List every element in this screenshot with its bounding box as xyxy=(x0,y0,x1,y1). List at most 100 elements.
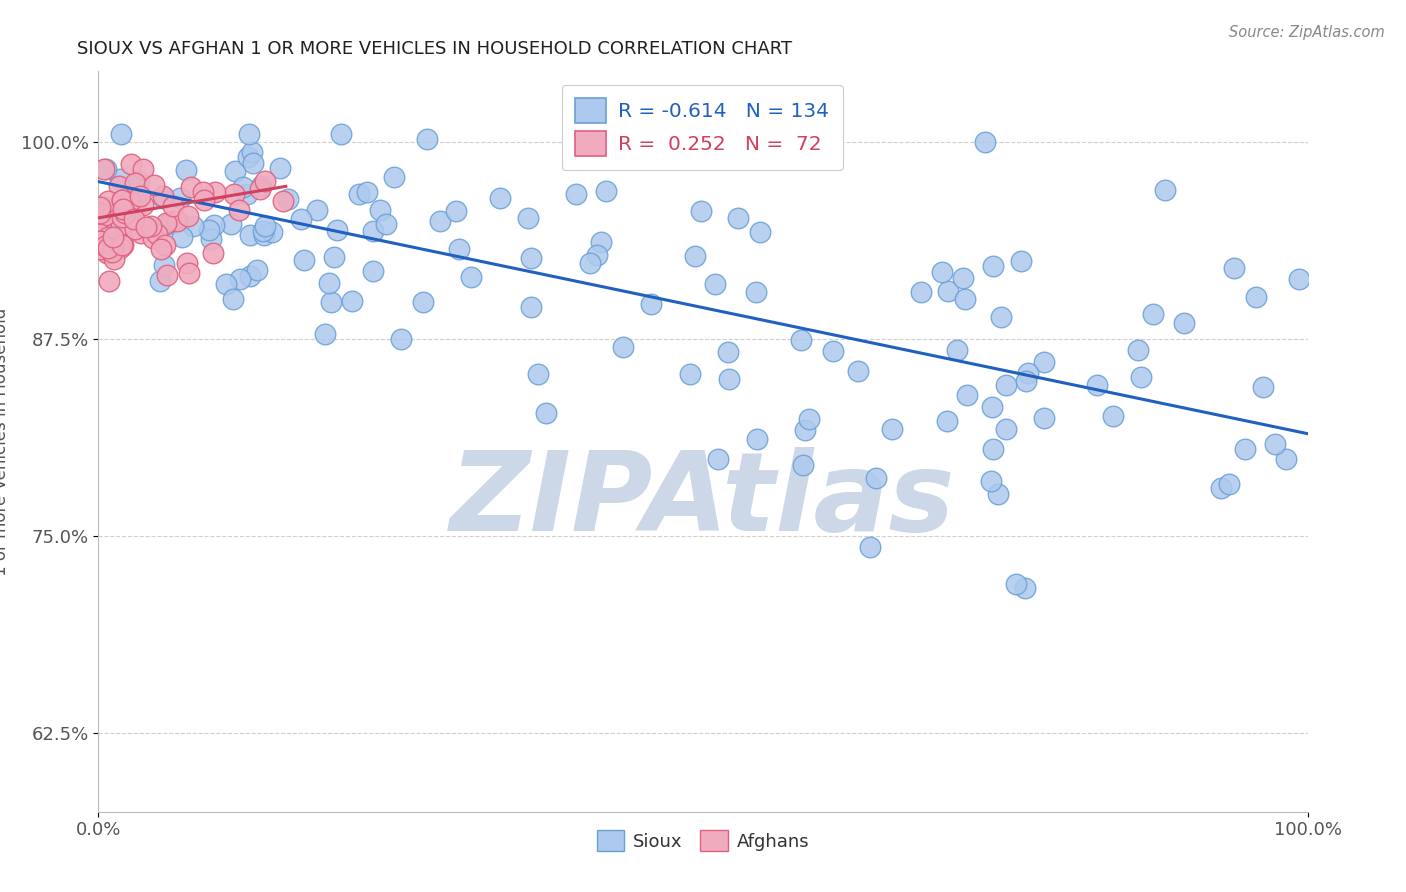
Afghans xyxy=(89,227,111,242)
Afghans xyxy=(89,200,111,214)
Sioux xyxy=(595,184,617,198)
Sioux xyxy=(690,204,713,219)
Sioux xyxy=(382,170,405,185)
Sioux xyxy=(1173,316,1195,330)
Sioux xyxy=(745,432,768,446)
Sioux xyxy=(260,225,283,239)
Afghans xyxy=(222,186,245,201)
Sioux xyxy=(323,250,346,264)
Sioux xyxy=(349,187,371,202)
Sioux xyxy=(520,251,543,265)
Sioux xyxy=(953,292,976,306)
Sioux xyxy=(981,442,1004,456)
Text: SIOUX VS AFGHAN 1 OR MORE VEHICLES IN HOUSEHOLD CORRELATION CHART: SIOUX VS AFGHAN 1 OR MORE VEHICLES IN HO… xyxy=(77,40,793,58)
Afghans xyxy=(97,274,120,288)
Sioux xyxy=(882,422,904,436)
Sioux xyxy=(170,229,193,244)
Sioux xyxy=(236,186,259,201)
Sioux xyxy=(1017,366,1039,380)
Sioux xyxy=(520,300,543,314)
Sioux xyxy=(318,276,340,290)
Afghans xyxy=(125,200,148,214)
Sioux xyxy=(307,203,329,218)
Afghans xyxy=(155,216,177,230)
Sioux xyxy=(239,269,262,284)
Sioux xyxy=(489,191,512,205)
Sioux xyxy=(1209,482,1232,496)
Afghans xyxy=(101,230,124,244)
Sioux xyxy=(149,274,172,288)
Sioux xyxy=(169,190,191,204)
Sioux xyxy=(202,218,225,232)
Afghans xyxy=(100,234,122,248)
Afghans xyxy=(111,202,134,216)
Sioux xyxy=(128,174,150,188)
Afghans xyxy=(135,220,157,235)
Sioux xyxy=(1015,374,1038,388)
Sioux xyxy=(995,377,1018,392)
Legend: Sioux, Afghans: Sioux, Afghans xyxy=(589,823,817,858)
Afghans xyxy=(129,226,152,240)
Afghans xyxy=(120,220,142,235)
Afghans xyxy=(177,267,200,281)
Sioux xyxy=(1154,183,1177,197)
Sioux xyxy=(107,213,129,227)
Sioux xyxy=(250,179,273,194)
Afghans xyxy=(111,194,134,208)
Sioux xyxy=(794,423,817,437)
Sioux xyxy=(319,294,342,309)
Sioux xyxy=(314,326,336,341)
Sioux xyxy=(931,265,953,279)
Afghans xyxy=(166,214,188,228)
Sioux xyxy=(1264,437,1286,451)
Afghans xyxy=(89,234,111,248)
Sioux xyxy=(936,285,959,299)
Sioux xyxy=(183,219,205,233)
Y-axis label: 1 or more Vehicles in Household: 1 or more Vehicles in Household xyxy=(0,308,10,575)
Afghans xyxy=(141,219,163,234)
Sioux xyxy=(253,219,276,234)
Afghans xyxy=(204,186,226,200)
Sioux xyxy=(1101,409,1123,424)
Sioux xyxy=(242,156,264,170)
Sioux xyxy=(585,248,607,262)
Sioux xyxy=(956,388,979,402)
Afghans xyxy=(97,241,120,255)
Sioux xyxy=(429,214,451,228)
Afghans xyxy=(118,194,141,208)
Sioux xyxy=(368,203,391,218)
Sioux xyxy=(717,372,740,386)
Sioux xyxy=(1010,253,1032,268)
Afghans xyxy=(94,239,117,253)
Afghans xyxy=(100,244,122,259)
Sioux xyxy=(94,161,117,176)
Sioux xyxy=(952,270,974,285)
Afghans xyxy=(254,174,277,188)
Sioux xyxy=(153,258,176,272)
Sioux xyxy=(1288,272,1310,286)
Sioux xyxy=(108,171,131,186)
Sioux xyxy=(240,145,263,159)
Sioux xyxy=(219,217,242,231)
Sioux xyxy=(412,295,434,310)
Afghans xyxy=(153,238,176,252)
Afghans xyxy=(273,194,295,208)
Sioux xyxy=(1275,452,1298,467)
Sioux xyxy=(340,293,363,308)
Sioux xyxy=(983,259,1005,273)
Sioux xyxy=(706,451,728,466)
Afghans xyxy=(111,211,134,225)
Sioux xyxy=(859,540,882,554)
Sioux xyxy=(1005,577,1028,591)
Sioux xyxy=(640,297,662,311)
Sioux xyxy=(1218,476,1240,491)
Afghans xyxy=(108,241,131,255)
Sioux xyxy=(224,164,246,178)
Afghans xyxy=(110,219,132,233)
Afghans xyxy=(142,231,165,245)
Sioux xyxy=(980,475,1002,489)
Afghans xyxy=(180,179,202,194)
Sioux xyxy=(745,285,768,299)
Sioux xyxy=(748,225,770,239)
Sioux xyxy=(174,163,197,178)
